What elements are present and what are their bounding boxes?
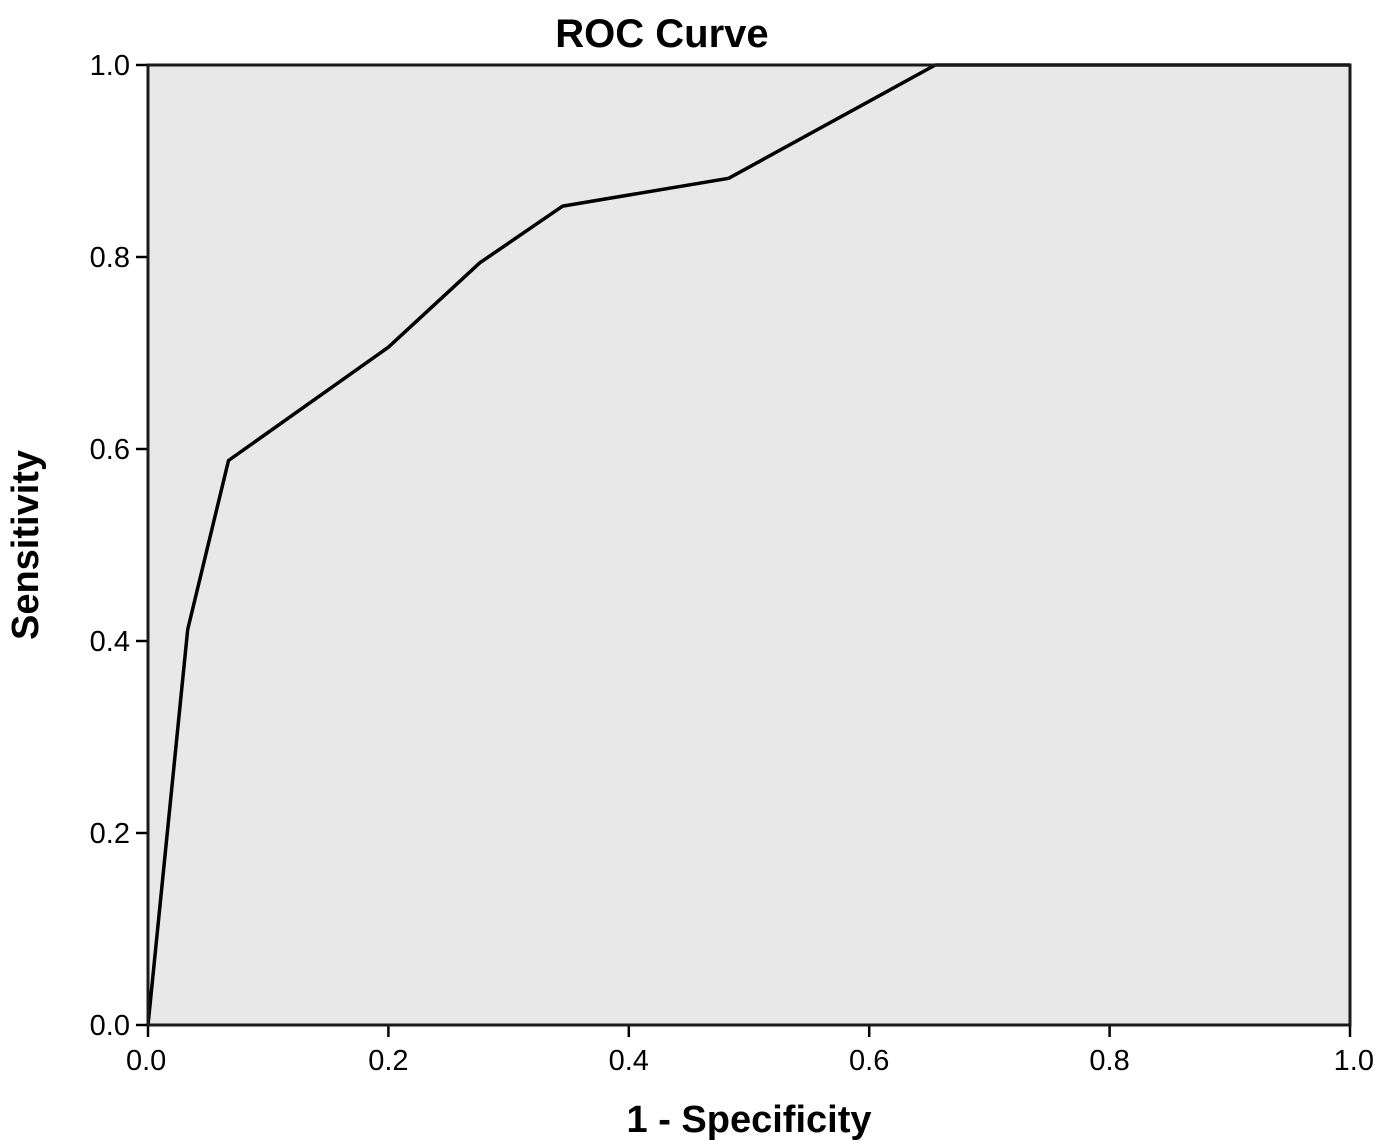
x-tick-label: 0.8	[1089, 1045, 1129, 1077]
x-tick-label: 0.4	[609, 1045, 649, 1077]
x-axis-ticks: 0.0 0.2 0.4 0.6 0.8 1.0	[126, 1025, 1374, 1077]
plot-frame	[146, 63, 1352, 1027]
y-axis-label: Sensitivity	[5, 450, 47, 640]
y-tick-label: 0.2	[90, 818, 130, 850]
plot-area	[148, 65, 1350, 1025]
y-tick-label: 1.0	[90, 50, 130, 82]
y-tick-label: 0.0	[90, 1010, 130, 1042]
y-tick-label: 0.8	[90, 242, 130, 274]
y-tick-label: 0.6	[90, 434, 130, 466]
x-tick-label: 0.6	[849, 1045, 889, 1077]
x-axis-label: 1 - Specificity	[627, 1099, 872, 1141]
x-tick-label: 1.0	[1334, 1045, 1374, 1077]
x-tick-label: 0.2	[368, 1045, 408, 1077]
chart-title: ROC Curve	[555, 12, 768, 56]
y-axis-ticks: 0.0 0.2 0.4 0.6 0.8 1.0	[90, 50, 148, 1042]
x-tick-label: 0.0	[126, 1045, 166, 1077]
roc-curve-line	[146, 63, 1350, 1026]
y-tick-label: 0.4	[90, 626, 130, 658]
